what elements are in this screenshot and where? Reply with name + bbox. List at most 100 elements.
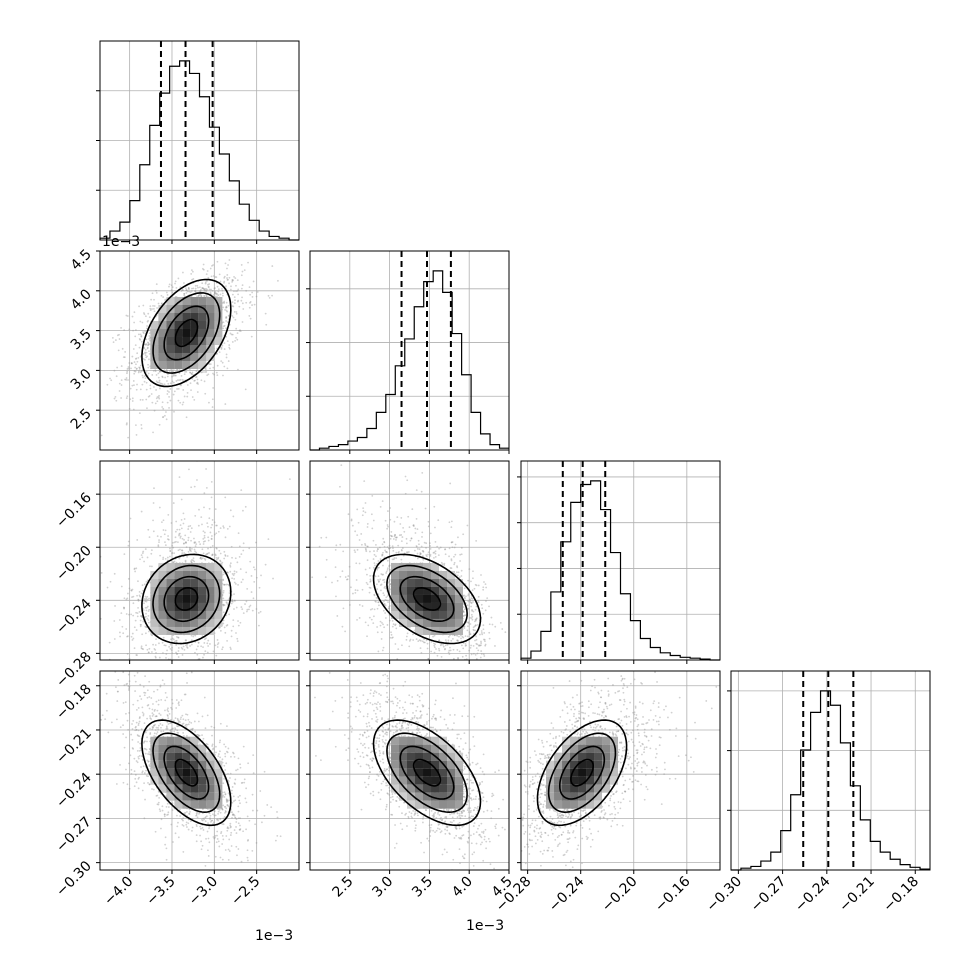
scatter-point xyxy=(255,295,258,298)
density-cell xyxy=(174,618,183,627)
scatter-point xyxy=(187,287,190,289)
scatter-point xyxy=(165,653,168,655)
scatter-point xyxy=(374,575,377,578)
scatter-point xyxy=(154,656,157,659)
scatter-point xyxy=(443,648,446,651)
scatter-point xyxy=(398,551,400,553)
scatter-point xyxy=(232,316,235,319)
scatter-point xyxy=(194,290,196,293)
scatter-point xyxy=(470,617,473,620)
scatter-point xyxy=(195,370,198,373)
scatter-point xyxy=(139,388,142,391)
scatter-point xyxy=(238,329,241,332)
scatter-point xyxy=(161,406,164,408)
scatter-point xyxy=(151,401,154,404)
scatter-point xyxy=(151,374,154,376)
scatter-point xyxy=(381,543,384,546)
scatter-point xyxy=(177,549,180,552)
scatter-point xyxy=(134,358,137,360)
scatter-point xyxy=(250,591,253,593)
density-cell xyxy=(166,296,175,305)
scatter-point xyxy=(144,377,147,379)
scatter-point xyxy=(144,606,147,609)
scatter-point xyxy=(178,534,180,537)
scatter-point xyxy=(474,624,477,627)
scatter-point xyxy=(389,547,392,549)
scatter-point xyxy=(143,380,146,383)
scatter-point xyxy=(485,600,487,602)
scatter-point xyxy=(140,615,143,618)
density-cell xyxy=(206,626,215,635)
scatter-point xyxy=(138,610,141,613)
scatter-point xyxy=(145,381,148,384)
scatter-point xyxy=(147,342,150,344)
scatter-point xyxy=(233,608,235,610)
scatter-point xyxy=(197,642,200,644)
scatter-point xyxy=(169,399,172,402)
diagonal-panel-frame xyxy=(309,250,510,451)
scatter-point xyxy=(240,264,243,266)
scatter-point xyxy=(118,390,121,392)
density-cell xyxy=(206,344,215,353)
scatter-point xyxy=(366,559,369,562)
density-cell xyxy=(206,336,215,345)
scatter-point xyxy=(190,372,193,375)
scatter-point xyxy=(199,290,202,293)
scatter-point xyxy=(461,655,464,658)
scatter-point xyxy=(161,521,163,524)
scatter-point xyxy=(158,506,161,509)
scatter-point xyxy=(202,552,205,555)
scatter-point xyxy=(222,374,224,377)
scatter-point xyxy=(203,653,205,656)
scatter-point xyxy=(351,524,354,527)
scatter-point xyxy=(235,312,238,315)
scatter-point xyxy=(202,646,204,649)
density-cell xyxy=(198,610,207,619)
tick-marks xyxy=(306,288,510,454)
scatter-point xyxy=(408,645,411,648)
scatter-point xyxy=(466,524,469,527)
scatter-point xyxy=(412,524,415,527)
scatter-point xyxy=(140,424,143,426)
scatter-point xyxy=(358,539,361,541)
scatter-point xyxy=(179,548,181,551)
scatter-point xyxy=(223,300,226,303)
scatter-point xyxy=(369,580,372,583)
scatter-point xyxy=(163,383,166,386)
scatter-point xyxy=(428,542,431,544)
contour-line xyxy=(152,564,221,634)
scatter-point xyxy=(391,637,393,639)
scatter-point xyxy=(149,309,152,312)
density-cell xyxy=(182,328,191,337)
scatter-point xyxy=(376,626,379,628)
scatter-point xyxy=(450,559,453,562)
density-cell xyxy=(150,626,159,635)
scatter-point xyxy=(436,654,439,657)
density-cell xyxy=(158,594,167,603)
scatter-point xyxy=(384,612,387,614)
scatter-point xyxy=(462,595,465,597)
scatter-point xyxy=(453,561,456,564)
scatter-point xyxy=(214,553,217,556)
scatter-point xyxy=(379,584,382,587)
scatter-point xyxy=(135,434,138,436)
scatter-point xyxy=(127,367,130,370)
scatter-point xyxy=(395,551,398,554)
scatter-point xyxy=(125,422,128,425)
scatter-point xyxy=(408,626,411,629)
scatter-point xyxy=(224,262,227,265)
contour-line xyxy=(141,278,232,388)
scatter-point xyxy=(106,586,109,589)
scatter-point xyxy=(145,644,147,647)
scatter-point xyxy=(155,291,158,294)
density-cell xyxy=(214,586,223,595)
scatter-point xyxy=(165,369,168,371)
scatter-point xyxy=(214,295,217,298)
scatter-point xyxy=(145,370,148,373)
density-cell xyxy=(198,578,207,587)
scatter-point xyxy=(339,575,342,578)
scatter-point xyxy=(201,287,204,289)
scatter-point xyxy=(172,561,175,564)
scatter-point xyxy=(227,278,229,281)
scatter-point xyxy=(429,545,431,547)
